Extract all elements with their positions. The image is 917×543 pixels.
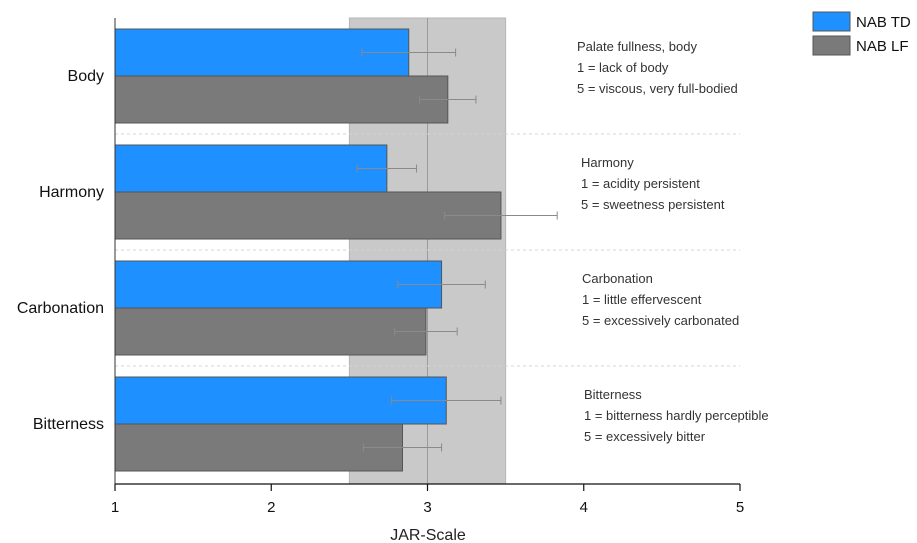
category-label: Carbonation <box>17 300 104 317</box>
category-label: Body <box>68 68 104 85</box>
annotation-line: 1 = lack of body <box>577 60 669 75</box>
bar-nab-td-carbonation <box>114 260 443 309</box>
annotation-line: 1 = acidity persistent <box>581 176 700 191</box>
legend-swatch-nab-lf <box>812 35 851 56</box>
bar-nab-lf-harmony <box>114 191 502 240</box>
category-label: Harmony <box>39 184 104 201</box>
bar-nab-td-body <box>114 28 410 77</box>
annotation-line: 5 = excessively carbonated <box>582 313 739 328</box>
annotation-line: Harmony <box>581 155 634 170</box>
annotation-line: 5 = excessively bitter <box>584 429 706 444</box>
x-tick-label: 4 <box>580 499 588 516</box>
x-tick-label: 3 <box>423 499 431 516</box>
x-axis-title: JAR-Scale <box>390 527 466 543</box>
x-tick-label: 1 <box>111 499 119 516</box>
bar-nab-td-harmony <box>114 144 388 193</box>
annotation-line: 5 = viscous, very full-bodied <box>577 81 738 96</box>
bar-nab-lf-bitterness <box>114 423 403 472</box>
legend-label: NAB TD <box>856 14 911 31</box>
annotation-line: 1 = little effervescent <box>582 292 702 307</box>
legend-label: NAB LF <box>856 38 909 55</box>
annotation-line: Palate fullness, body <box>577 39 697 54</box>
legend-swatch-nab-td <box>812 11 851 32</box>
x-tick-label: 5 <box>736 499 744 516</box>
annotation-line: 1 = bitterness hardly perceptible <box>584 408 769 423</box>
annotation-line: Bitterness <box>584 387 642 402</box>
annotation-line: 5 = sweetness persistent <box>581 197 725 212</box>
bar-nab-lf-body <box>114 75 449 124</box>
annotation-line: Carbonation <box>582 271 653 286</box>
bar-nab-td-bitterness <box>114 376 447 425</box>
category-label: Bitterness <box>33 416 104 433</box>
bar-nab-lf-carbonation <box>114 307 427 356</box>
x-tick-label: 2 <box>267 499 275 516</box>
